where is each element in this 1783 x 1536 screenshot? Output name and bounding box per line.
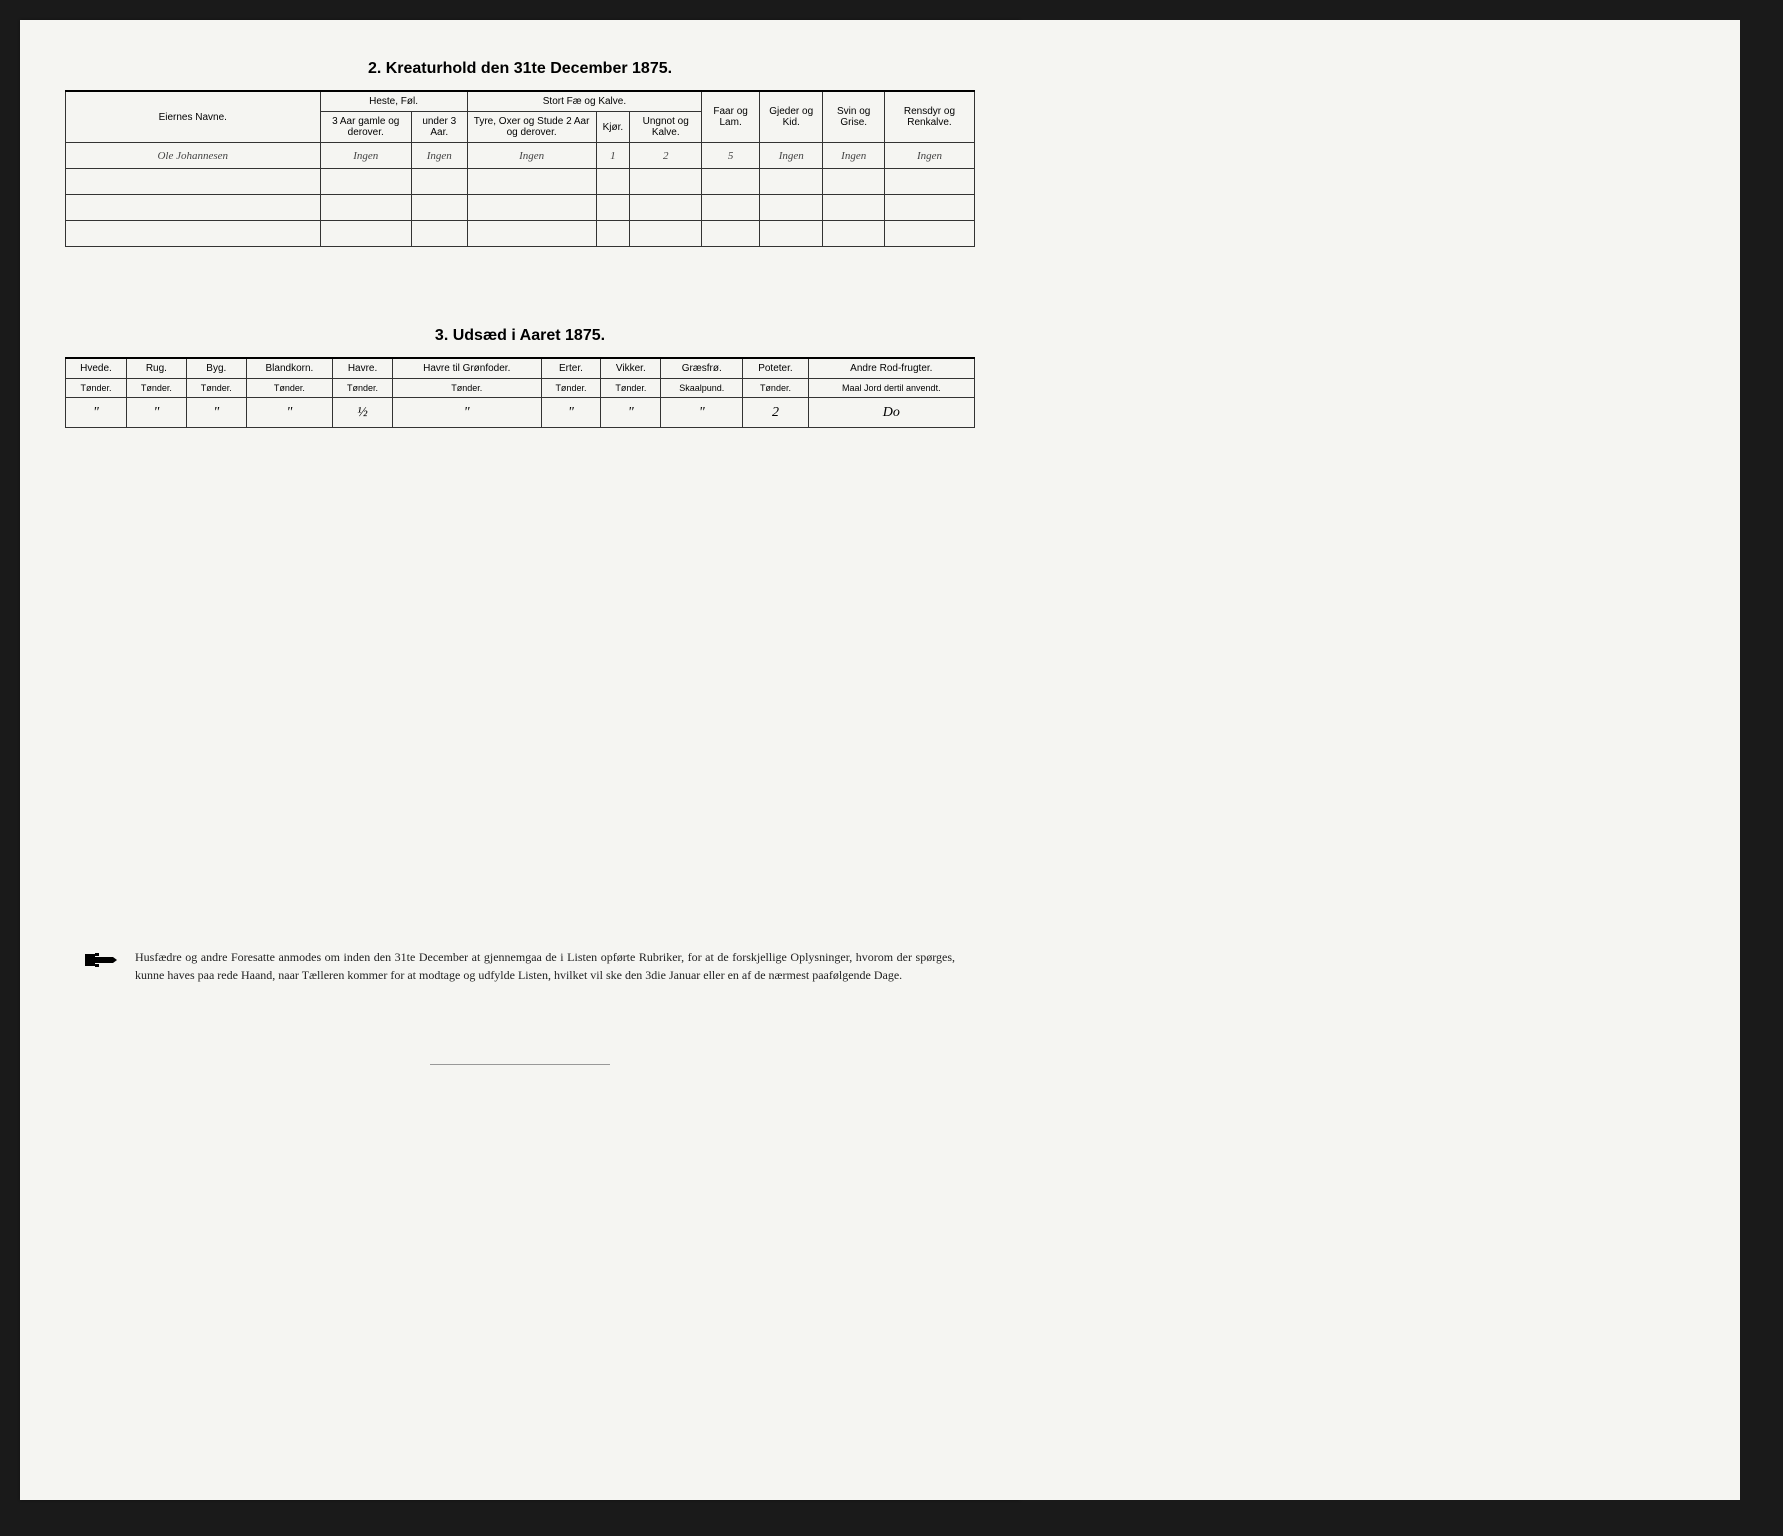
section2-title: 2. Kreaturhold den 31te December 1875. — [65, 60, 975, 78]
cell: " — [66, 398, 127, 428]
cell: " — [601, 398, 661, 428]
cell: Ingen — [411, 143, 467, 169]
blank-space — [65, 488, 975, 928]
cell: " — [392, 398, 541, 428]
unit: Tønder. — [333, 379, 393, 398]
table-row: " " " " ½ " " " " 2 Do — [66, 398, 975, 428]
col-pigs: Svin og Grise. — [823, 91, 884, 143]
col-cattle-cows: Kjør. — [596, 112, 630, 143]
pointing-hand-icon — [85, 950, 121, 975]
col-sheep: Faar og Lam. — [702, 91, 760, 143]
unit: Maal Jord dertil anvendt. — [808, 379, 974, 398]
cell: ½ — [333, 398, 393, 428]
cell: 2 — [743, 398, 808, 428]
table-row-empty — [66, 221, 975, 247]
col-vetch: Vikker. — [601, 358, 661, 379]
cell: " — [126, 398, 186, 428]
col-cattle-young: Ungnot og Kalve. — [630, 112, 702, 143]
unit: Tønder. — [743, 379, 808, 398]
cell: Ingen — [759, 143, 822, 169]
col-roots: Andre Rod-frugter. — [808, 358, 974, 379]
unit: Tønder. — [392, 379, 541, 398]
col-reindeer: Rensdyr og Renkalve. — [884, 91, 974, 143]
unit: Tønder. — [186, 379, 246, 398]
cell: Ingen — [823, 143, 884, 169]
document-page: 2. Kreaturhold den 31te December 1875. E… — [20, 20, 1020, 1500]
cell: " — [661, 398, 743, 428]
table-row: Ole Johannesen Ingen Ingen Ingen 1 2 5 I… — [66, 143, 975, 169]
cell-name: Ole Johannesen — [66, 143, 321, 169]
col-mixed: Blandkorn. — [246, 358, 332, 379]
col-oats: Havre. — [333, 358, 393, 379]
col-horses-old: 3 Aar gamle og derover. — [320, 112, 411, 143]
cell: Ingen — [320, 143, 411, 169]
col-oats-green: Havre til Grønfoder. — [392, 358, 541, 379]
col-goats: Gjeder og Kid. — [759, 91, 822, 143]
col-peas: Erter. — [541, 358, 601, 379]
col-rye: Rug. — [126, 358, 186, 379]
cell: " — [186, 398, 246, 428]
col-barley: Byg. — [186, 358, 246, 379]
unit: Tønder. — [126, 379, 186, 398]
table-row-empty — [66, 195, 975, 221]
footer-rule — [430, 1064, 610, 1065]
section3-title: 3. Udsæd i Aaret 1875. — [65, 327, 975, 345]
col-wheat: Hvede. — [66, 358, 127, 379]
col-cattle-bulls: Tyre, Oxer og Stude 2 Aar og derover. — [467, 112, 596, 143]
col-cattle-group: Stort Fæ og Kalve. — [467, 91, 702, 112]
col-name: Eiernes Navne. — [66, 91, 321, 143]
col-horses-group: Heste, Føl. — [320, 91, 467, 112]
footer-text: Husfædre og andre Foresatte anmodes om i… — [135, 948, 955, 984]
unit: Skaalpund. — [661, 379, 743, 398]
cell: Ingen — [884, 143, 974, 169]
col-horses-young: under 3 Aar. — [411, 112, 467, 143]
cell: Ingen — [467, 143, 596, 169]
cell: " — [541, 398, 601, 428]
unit: Tønder. — [246, 379, 332, 398]
cell: " — [246, 398, 332, 428]
col-grass: Græsfrø. — [661, 358, 743, 379]
unit: Tønder. — [601, 379, 661, 398]
col-potato: Poteter. — [743, 358, 808, 379]
unit: Tønder. — [66, 379, 127, 398]
footer-note: Husfædre og andre Foresatte anmodes om i… — [65, 948, 975, 984]
table-row-empty — [66, 169, 975, 195]
livestock-table: Eiernes Navne. Heste, Føl. Stort Fæ og K… — [65, 90, 975, 247]
cell: 5 — [702, 143, 760, 169]
seed-table: Hvede. Rug. Byg. Blandkorn. Havre. Havre… — [65, 357, 975, 428]
cell: 1 — [596, 143, 630, 169]
blank-margin — [1020, 20, 1740, 1500]
cell: 2 — [630, 143, 702, 169]
unit: Tønder. — [541, 379, 601, 398]
cell: Do — [808, 398, 974, 428]
